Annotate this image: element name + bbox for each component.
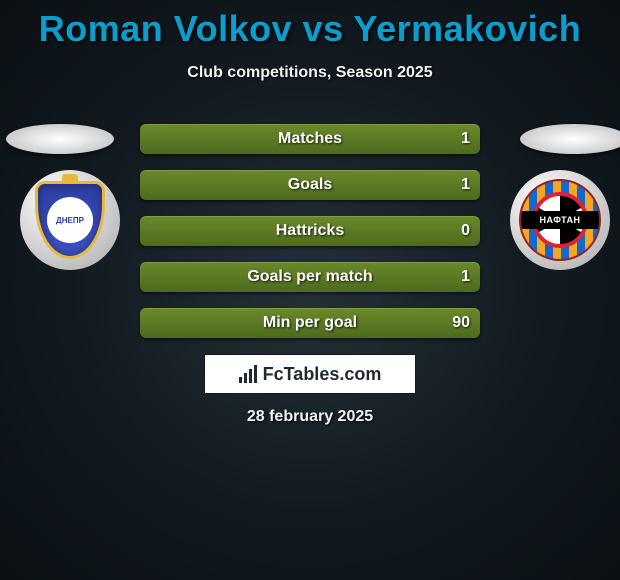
subtitle: Club competitions, Season 2025 [0, 64, 620, 82]
club-badge-right [510, 170, 610, 270]
infographic-root: Roman Volkov vs Yermakovich Club competi… [0, 0, 620, 580]
stat-bar-right-value: 0 [461, 216, 470, 246]
shield-icon: ДНЕПР [35, 181, 105, 259]
fctables-logo: FcTables.com [204, 354, 416, 394]
stat-bar-right-value: 1 [461, 170, 470, 200]
player-left-platform [6, 124, 114, 154]
stat-bar-label: Goals per match [140, 262, 480, 292]
ball-icon [519, 179, 601, 261]
stat-bar: Goals per match1 [140, 262, 480, 292]
date-label: 28 february 2025 [0, 408, 620, 426]
club-badge-left-inner: ДНЕПР [47, 197, 93, 243]
stat-bar: Min per goal90 [140, 308, 480, 338]
stat-bar: Hattricks0 [140, 216, 480, 246]
stat-bar-label: Hattricks [140, 216, 480, 246]
stat-bar: Matches1 [140, 124, 480, 154]
club-badge-left-bg: ДНЕПР [20, 170, 120, 270]
stat-bar-label: Goals [140, 170, 480, 200]
stat-bar: Goals1 [140, 170, 480, 200]
stat-bar-right-value: 1 [461, 262, 470, 292]
page-title: Roman Volkov vs Yermakovich [0, 0, 620, 50]
stat-bar-label: Min per goal [140, 308, 480, 338]
player-right-platform [520, 124, 620, 154]
stat-bar-label: Matches [140, 124, 480, 154]
stat-bar-right-value: 90 [452, 308, 470, 338]
logo-text: FcTables.com [263, 364, 382, 385]
club-badge-right-bg [510, 170, 610, 270]
stats-bars: Matches1Goals1Hattricks0Goals per match1… [140, 124, 480, 354]
stat-bar-right-value: 1 [461, 124, 470, 154]
bar-chart-icon [239, 365, 257, 383]
club-badge-left: ДНЕПР [20, 170, 120, 270]
